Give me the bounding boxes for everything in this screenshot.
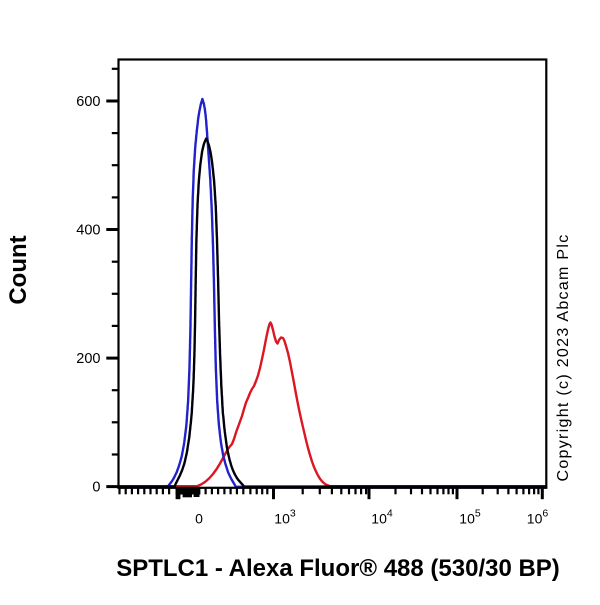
svg-text:Count: Count	[5, 235, 32, 304]
svg-text:400: 400	[76, 223, 100, 239]
svg-text:600: 600	[76, 94, 100, 110]
svg-text:200: 200	[76, 351, 100, 367]
svg-text:Copyright (c) 2023 Abcam Plc: Copyright (c) 2023 Abcam Plc	[555, 233, 572, 481]
svg-text:SPTLC1 - Alexa Fluor® 488 (530: SPTLC1 - Alexa Fluor® 488 (530/30 BP)	[116, 555, 560, 582]
svg-text:0: 0	[195, 511, 203, 527]
svg-text:0: 0	[92, 480, 100, 496]
